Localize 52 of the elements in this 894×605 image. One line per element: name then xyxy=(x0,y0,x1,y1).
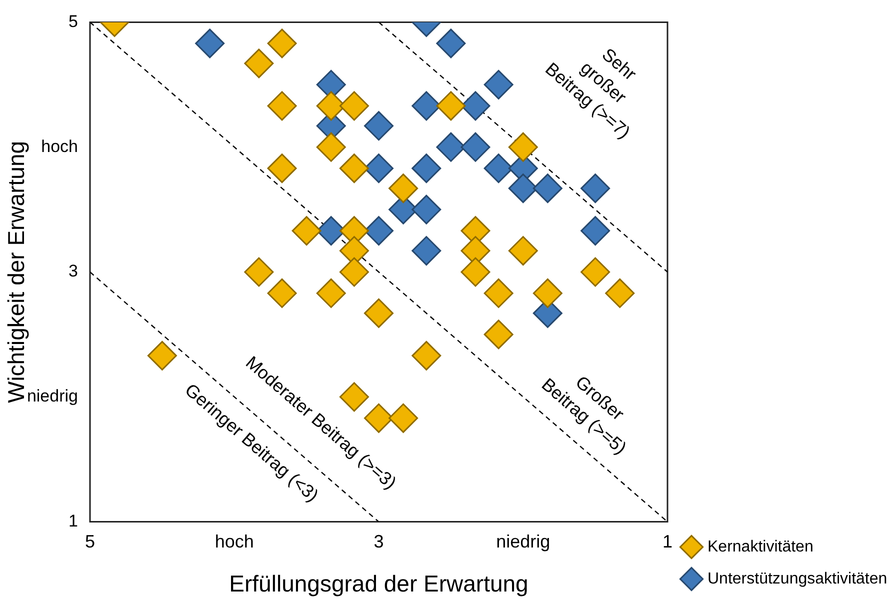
point xyxy=(364,111,394,141)
y-tick-label: hoch xyxy=(41,136,78,156)
point xyxy=(532,174,562,204)
point xyxy=(580,216,610,246)
point xyxy=(244,257,274,287)
point xyxy=(580,257,610,287)
x-axis-title: Erfüllungsgrad der Erwartung xyxy=(229,570,528,597)
point xyxy=(605,278,635,308)
y-tick-label: 3 xyxy=(68,262,78,281)
point xyxy=(484,320,514,350)
point xyxy=(267,28,297,58)
point xyxy=(580,174,610,204)
point xyxy=(267,154,297,184)
x-tick-label: hoch xyxy=(214,532,254,552)
point xyxy=(339,257,369,287)
x-tick-label: 5 xyxy=(84,532,96,552)
y-tick-label: 1 xyxy=(68,511,78,530)
point xyxy=(412,236,442,266)
point xyxy=(436,91,466,121)
y-tick-label: niedrig xyxy=(26,386,78,406)
point xyxy=(460,257,490,287)
point xyxy=(195,28,225,58)
y-axis-title: Wichtigkeit der Erwartung xyxy=(3,140,30,404)
point xyxy=(364,298,394,328)
point xyxy=(484,70,514,100)
y-tick-label: 5 xyxy=(68,12,78,31)
point xyxy=(412,194,442,224)
x-tick-label: 3 xyxy=(374,532,384,552)
point xyxy=(316,132,346,162)
point xyxy=(460,132,490,162)
x-tick-label: niedrig xyxy=(496,532,550,552)
point xyxy=(412,340,442,370)
point xyxy=(339,154,369,184)
point xyxy=(267,278,297,308)
point xyxy=(436,28,466,58)
legend-label: Unterstützungsaktivitäten xyxy=(708,570,888,588)
x-tick-label: 1 xyxy=(662,532,673,552)
point xyxy=(292,216,322,246)
point xyxy=(388,174,418,204)
point xyxy=(532,278,562,308)
point xyxy=(484,278,514,308)
point xyxy=(244,48,274,78)
point xyxy=(316,278,346,308)
point xyxy=(508,132,538,162)
point xyxy=(508,236,538,266)
point xyxy=(339,382,369,412)
point xyxy=(147,340,177,370)
point xyxy=(267,91,297,121)
point xyxy=(412,154,442,184)
legend-label: Kernaktivitäten xyxy=(708,538,814,556)
point xyxy=(339,91,369,121)
point xyxy=(388,403,418,433)
